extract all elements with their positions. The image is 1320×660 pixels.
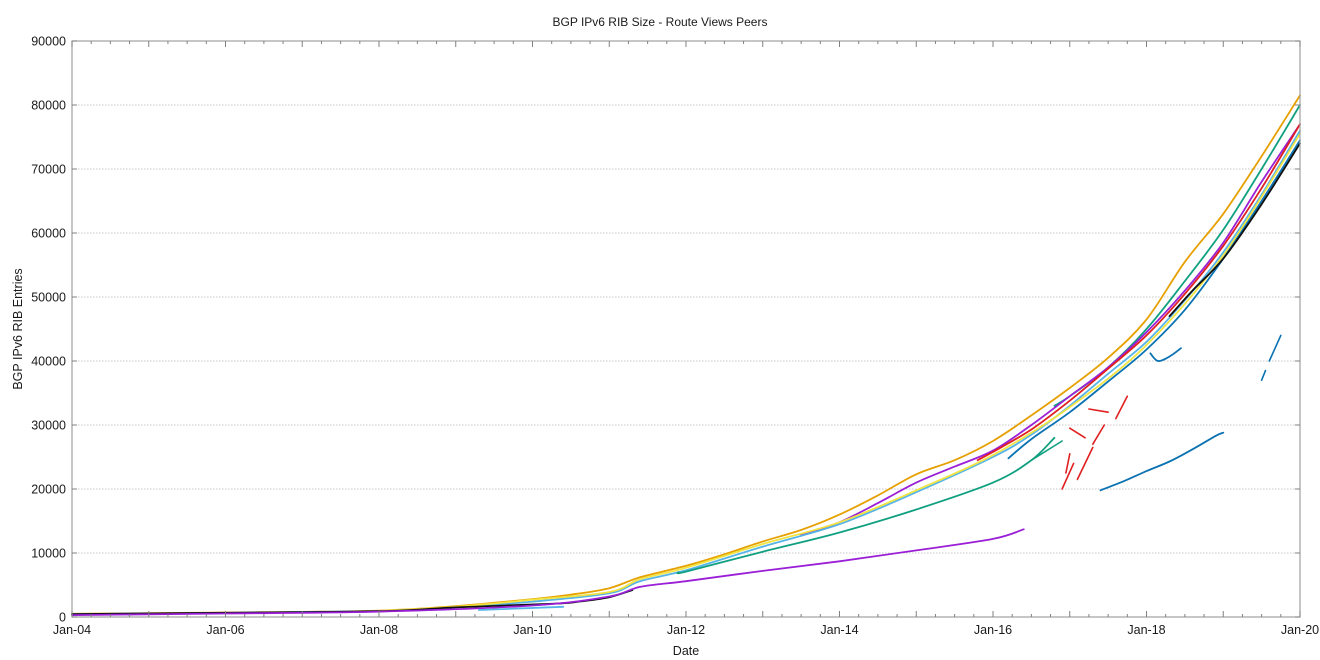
x-tick-label: Jan-12 — [667, 623, 705, 637]
series-peer-purple — [800, 123, 1301, 536]
x-tick-label: Jan-06 — [206, 623, 244, 637]
series-peer-black-late — [1168, 142, 1301, 318]
series-fragment — [1030, 440, 1063, 461]
series-fragment — [1092, 424, 1106, 445]
series-fragment — [1065, 453, 1071, 474]
y-tick-label: 70000 — [31, 163, 66, 177]
x-tick-label: Jan-18 — [1127, 623, 1165, 637]
series-fragment — [1061, 462, 1075, 490]
series-peer-blue-dip — [1149, 347, 1182, 362]
x-axis: Jan-04 Jan-06 Jan-08 Jan-10 Jan-12 Jan-14 Jan-… — [53, 41, 1319, 637]
plot-frame — [71, 40, 1301, 618]
y-tick-label: 0 — [59, 611, 66, 625]
series-peer-yellow — [378, 132, 1301, 612]
series-fragment — [1088, 408, 1109, 413]
y-tick-label: 20000 — [31, 483, 66, 497]
y-tick-label: 50000 — [31, 291, 66, 305]
series-fragment — [1076, 446, 1094, 481]
series-peer-green — [676, 436, 1056, 575]
series-fragment — [1115, 395, 1129, 420]
y-axis: 0 10000 20000 30000 40000 50000 60000 70000 8000… — [31, 35, 1300, 625]
chart-title: BGP IPv6 RIB Size - Route Views Peers — [553, 15, 768, 29]
series-peer-purple-low — [71, 528, 1025, 616]
series-fragment — [1260, 369, 1267, 381]
y-tick-label: 10000 — [31, 547, 66, 561]
series-fragment — [1268, 334, 1282, 362]
y-tick-label: 30000 — [31, 419, 66, 433]
series-peer-blue-gap — [1099, 431, 1225, 492]
series-peer-orange — [71, 94, 1301, 615]
x-tick-label: Jan-04 — [53, 623, 91, 637]
y-tick-label: 90000 — [31, 35, 66, 49]
x-tick-label: Jan-10 — [513, 623, 551, 637]
x-tick-label: Jan-20 — [1281, 623, 1319, 637]
x-tick-label: Jan-08 — [360, 623, 398, 637]
series-fragment — [1069, 427, 1086, 439]
x-axis-label: Date — [673, 644, 699, 658]
y-tick-label: 40000 — [31, 355, 66, 369]
series-peer-red — [976, 123, 1301, 462]
x-tick-label: Jan-16 — [974, 623, 1012, 637]
y-tick-label: 80000 — [31, 99, 66, 113]
gridlines — [72, 104, 1300, 554]
data-series — [71, 94, 1301, 616]
y-tick-label: 60000 — [31, 227, 66, 241]
series-peer-lightblue-early — [477, 605, 565, 611]
x-tick-label: Jan-14 — [820, 623, 858, 637]
series-peer-blue — [1007, 139, 1301, 460]
y-axis-label: BGP IPv6 RIB Entries — [11, 268, 25, 389]
